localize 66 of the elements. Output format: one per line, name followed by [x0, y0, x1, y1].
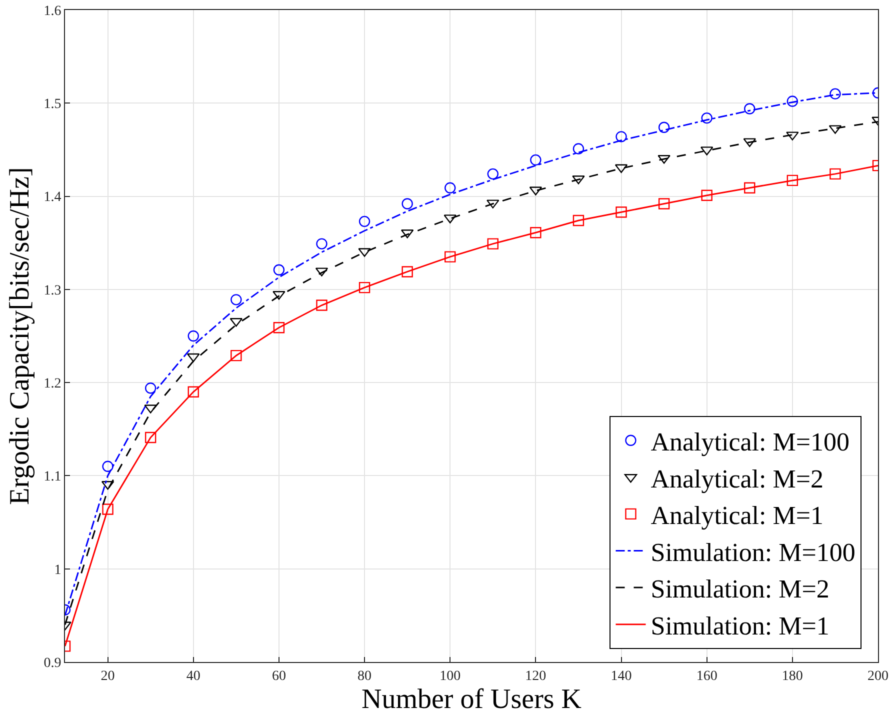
point [102, 460, 114, 472]
point [572, 175, 585, 184]
x-tick-label: 160 [696, 668, 718, 684]
point [402, 266, 413, 278]
point [230, 294, 242, 306]
point [230, 350, 242, 362]
x-tick-label: 60 [272, 668, 286, 684]
point [530, 154, 542, 166]
point [572, 214, 584, 226]
y-tick-label: 0.9 [44, 656, 62, 671]
x-tick-label: 100 [440, 668, 461, 684]
point [487, 238, 498, 250]
point [358, 282, 370, 294]
point [273, 322, 285, 334]
x-tick-label: 20 [100, 668, 115, 684]
legend-label: Analytical: M=100 [650, 428, 850, 456]
point [444, 251, 456, 262]
x-tick-label: 140 [610, 668, 632, 684]
y-axis-title: Ergodic Capacity[bits/sec/Hz] [4, 167, 36, 505]
point [187, 353, 200, 362]
legend-label: Simulation: M=1 [650, 612, 830, 640]
x-tick-label: 40 [186, 668, 200, 684]
point [786, 174, 798, 186]
point [744, 103, 756, 114]
point [102, 504, 114, 515]
legend-label: Analytical: M=1 [650, 501, 824, 530]
point [616, 206, 627, 218]
point [530, 227, 542, 238]
y-tick-label: 1.2 [44, 376, 62, 392]
point [614, 164, 628, 174]
point [144, 432, 156, 444]
point [658, 198, 670, 210]
point [701, 190, 712, 201]
point [273, 264, 285, 276]
point [316, 238, 328, 250]
point [830, 168, 841, 180]
point [272, 290, 286, 300]
point [188, 330, 199, 342]
point [701, 112, 712, 124]
y-tick-label: 1.5 [44, 97, 62, 112]
y-tick-label: 1.1 [44, 470, 62, 485]
point [358, 216, 370, 228]
point [572, 143, 584, 154]
x-tick-label: 120 [525, 668, 546, 684]
x-tick-label: 80 [358, 668, 372, 684]
point [487, 168, 498, 180]
point [188, 386, 199, 398]
y-tick-label: 1.4 [44, 190, 62, 206]
point [744, 182, 756, 194]
point [830, 88, 841, 100]
point [786, 96, 798, 107]
point [402, 198, 413, 210]
legend-label: Simulation: M=100 [650, 538, 856, 567]
y-tick-label: 1 [54, 562, 62, 578]
x-tick-label: 180 [782, 668, 803, 684]
point [316, 300, 328, 311]
x-axis-title: Number of Users K [361, 684, 582, 715]
point [616, 131, 627, 142]
point [444, 182, 456, 194]
point [658, 122, 670, 133]
point [144, 382, 156, 394]
legend-label: Simulation: M=2 [650, 574, 830, 604]
x-tick-label: 200 [868, 668, 888, 684]
legend-label: Analytical: M=2 [650, 464, 824, 494]
y-tick-label: 1.3 [44, 283, 62, 298]
y-tick-label: 1.6 [44, 4, 62, 19]
